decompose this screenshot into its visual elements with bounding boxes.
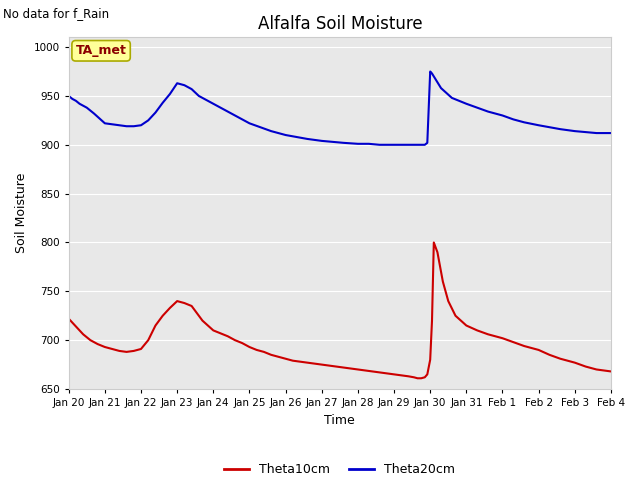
X-axis label: Time: Time — [324, 414, 355, 427]
Text: TA_met: TA_met — [76, 44, 127, 57]
Legend: Theta10cm, Theta20cm: Theta10cm, Theta20cm — [220, 458, 460, 480]
Text: No data for f_Rain: No data for f_Rain — [3, 7, 109, 20]
Title: Alfalfa Soil Moisture: Alfalfa Soil Moisture — [257, 15, 422, 33]
Y-axis label: Soil Moisture: Soil Moisture — [15, 173, 28, 253]
